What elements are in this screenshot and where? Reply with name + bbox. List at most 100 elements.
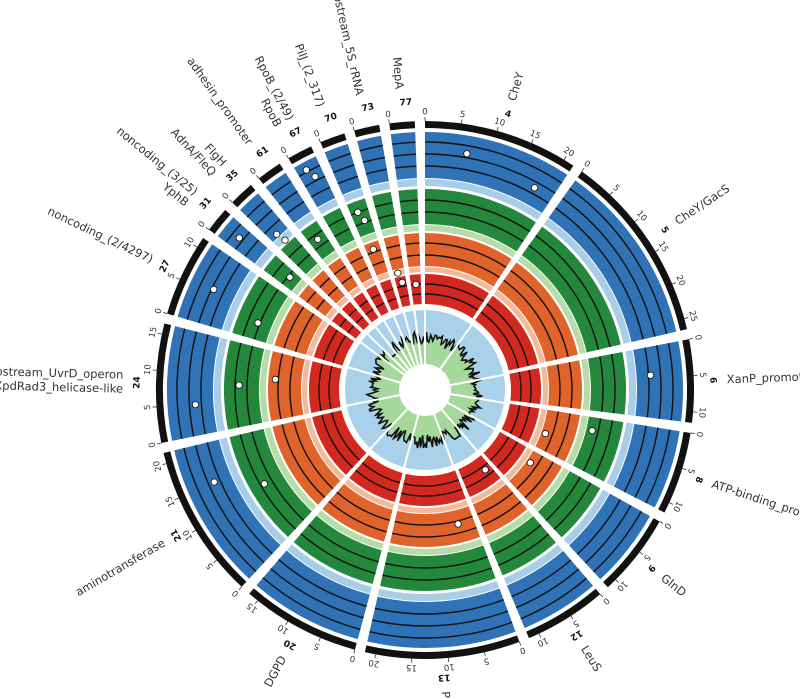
tick-label: 5 bbox=[610, 183, 621, 194]
ring-line bbox=[509, 405, 521, 435]
center-separator bbox=[344, 394, 400, 408]
ring-line bbox=[562, 197, 656, 337]
ring-line bbox=[283, 306, 305, 349]
ring-line bbox=[375, 302, 385, 308]
ring-band bbox=[255, 248, 274, 269]
ring-band bbox=[357, 135, 389, 186]
tick-label: 25 bbox=[686, 310, 699, 323]
ring-band bbox=[167, 237, 209, 316]
ring-line bbox=[556, 364, 561, 407]
ring-line bbox=[253, 289, 279, 340]
segment-label: PNDO bbox=[439, 691, 455, 699]
ring-band bbox=[306, 264, 323, 280]
ring-band bbox=[581, 358, 590, 411]
ring-band bbox=[307, 320, 328, 357]
segment-label: ATP-binding_protein bbox=[710, 477, 800, 526]
tick-mark bbox=[352, 126, 355, 131]
ring-line bbox=[306, 291, 317, 303]
tick-label: 20 bbox=[673, 274, 686, 288]
segment-id: 73 bbox=[361, 102, 375, 114]
ring-line bbox=[387, 297, 397, 303]
tick-label: 10 bbox=[183, 235, 197, 249]
data-dot bbox=[646, 371, 655, 379]
tick-label: 0 bbox=[600, 595, 611, 606]
tick-mark bbox=[318, 138, 321, 143]
ring-line bbox=[553, 482, 592, 530]
segment-id: 70 bbox=[323, 112, 338, 126]
tick-label: 5 bbox=[697, 372, 707, 378]
ring-line bbox=[293, 421, 334, 490]
ring-band bbox=[399, 470, 466, 506]
ring-band bbox=[249, 588, 357, 650]
ring-band bbox=[328, 257, 359, 293]
segment-label: DGPD bbox=[261, 653, 289, 689]
ring-band bbox=[603, 518, 660, 588]
ring-line bbox=[271, 262, 285, 278]
segment: 0 77 MepA bbox=[385, 56, 422, 305]
ring-line bbox=[424, 141, 563, 184]
ring-band bbox=[308, 361, 342, 413]
ring-line bbox=[372, 610, 509, 627]
tick-label: 5 bbox=[571, 617, 581, 628]
segment-id: 31 bbox=[198, 196, 214, 212]
tick-label: 10 bbox=[670, 499, 684, 513]
ring-band bbox=[625, 350, 637, 416]
ring-band bbox=[396, 179, 418, 188]
ring-band bbox=[223, 340, 265, 430]
data-dot bbox=[286, 273, 294, 281]
tick-mark bbox=[690, 432, 695, 434]
tick-mark bbox=[659, 521, 664, 524]
ring-band bbox=[232, 184, 256, 208]
ring-line bbox=[493, 524, 542, 555]
tick-mark bbox=[672, 282, 677, 285]
tick-mark bbox=[639, 551, 644, 555]
ring-band bbox=[509, 368, 542, 405]
ring-band bbox=[483, 432, 527, 476]
ring-line bbox=[316, 299, 326, 310]
ring-line bbox=[304, 175, 326, 188]
tick-label: 10 bbox=[634, 209, 649, 224]
tick-label: 10 bbox=[493, 116, 506, 129]
tick-mark bbox=[484, 652, 486, 657]
ring-band bbox=[317, 198, 339, 215]
ring-band bbox=[302, 359, 311, 415]
ring-line bbox=[424, 283, 484, 303]
segment-id: 35 bbox=[225, 168, 241, 184]
ring-line bbox=[289, 356, 295, 417]
tick-mark bbox=[285, 621, 289, 626]
ring-band bbox=[633, 341, 683, 422]
ring-line bbox=[339, 318, 347, 328]
ring-line bbox=[263, 218, 281, 235]
ring-line bbox=[610, 353, 616, 414]
ring-line bbox=[461, 462, 488, 480]
center-separator bbox=[365, 332, 408, 373]
tick-mark bbox=[655, 249, 660, 252]
tick-label: 10 bbox=[181, 528, 195, 542]
ring-line bbox=[336, 491, 391, 522]
ring-line bbox=[528, 369, 532, 404]
tick-label: 5 bbox=[685, 467, 696, 475]
ring-band bbox=[341, 301, 370, 331]
ring-line bbox=[277, 353, 284, 420]
ring-line bbox=[296, 253, 311, 267]
tick-mark bbox=[388, 119, 390, 124]
ring-line bbox=[239, 434, 296, 530]
segment-label: noncoding_(2/4297) bbox=[45, 204, 155, 266]
ring-line bbox=[593, 420, 614, 477]
ring-line bbox=[545, 476, 581, 522]
ring-line bbox=[322, 329, 339, 361]
tick-label: 15 bbox=[656, 240, 670, 254]
center-separator bbox=[392, 314, 416, 367]
ring-line bbox=[244, 239, 260, 257]
ring-line bbox=[281, 424, 326, 499]
ring-line bbox=[593, 510, 642, 573]
data-dot bbox=[210, 285, 218, 294]
ring-line bbox=[496, 441, 519, 469]
ring-band bbox=[509, 450, 562, 506]
tick-label: 15 bbox=[406, 662, 417, 673]
segment-id: 61 bbox=[255, 145, 271, 160]
ring-band bbox=[346, 198, 376, 238]
ring-band bbox=[222, 270, 257, 333]
ring-band bbox=[349, 286, 362, 298]
ring-line bbox=[424, 242, 507, 268]
